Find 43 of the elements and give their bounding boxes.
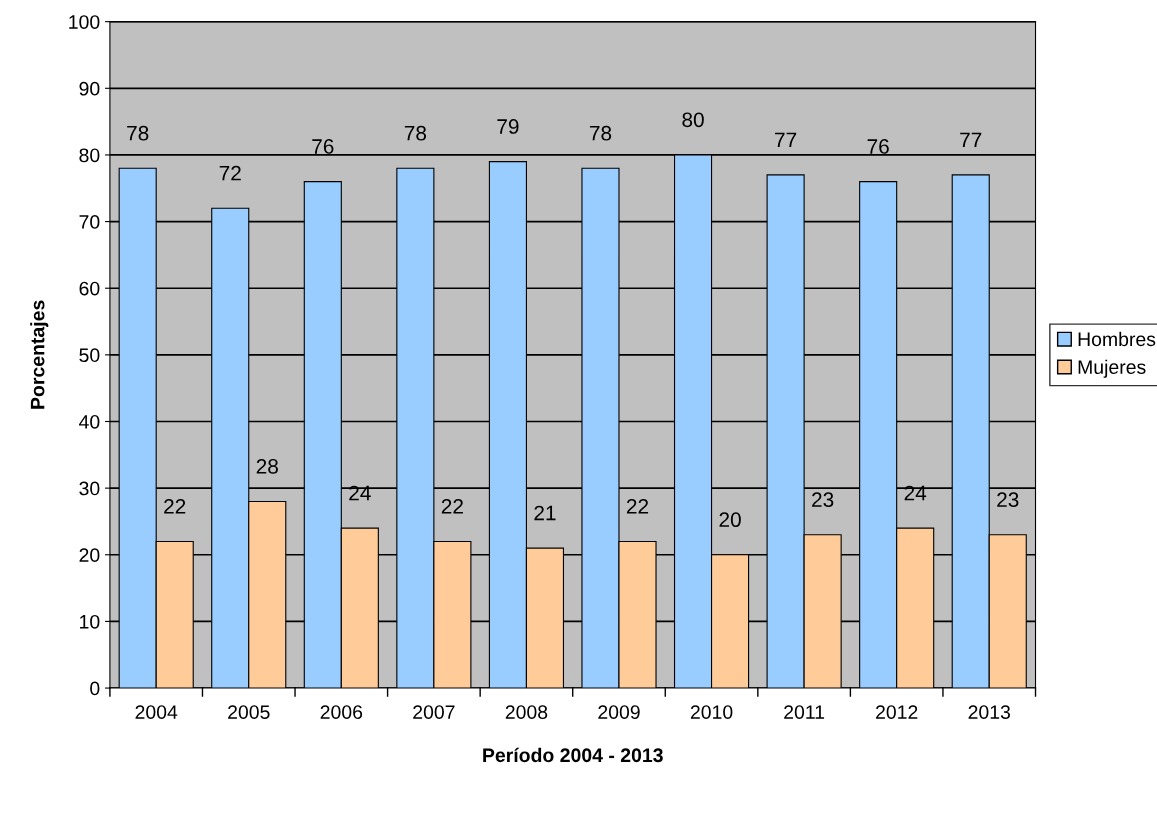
x-tick-label: 2006 <box>320 705 363 720</box>
data-label: 78 <box>404 125 427 141</box>
x-tick-label: 2004 <box>135 705 178 720</box>
data-label: 22 <box>164 498 186 514</box>
y-tick-label: 100 <box>69 15 100 29</box>
data-label: 76 <box>312 139 334 154</box>
x-tick-label: 2010 <box>690 705 733 720</box>
y-axis-title: Porcentajes <box>30 300 49 409</box>
x-tick-label: 2007 <box>413 705 455 720</box>
data-label: 78 <box>127 125 149 141</box>
y-tick-label: 80 <box>79 148 100 163</box>
y-tick-label: 40 <box>79 414 100 429</box>
data-label: 20 <box>719 512 741 528</box>
data-label: 77 <box>775 132 797 147</box>
data-label: 21 <box>534 505 556 521</box>
legend-label: Mujeres <box>1078 359 1146 378</box>
data-label: 77 <box>960 132 982 147</box>
y-tick-label: 10 <box>80 614 100 629</box>
data-label: 22 <box>626 498 649 514</box>
y-tick-label: 30 <box>79 481 100 496</box>
y-tick-label: 70 <box>79 215 100 229</box>
x-tick-label: 2012 <box>876 705 918 720</box>
x-tick-label: 2008 <box>505 705 548 720</box>
legend-label: Hombres <box>1078 331 1156 347</box>
data-label: 72 <box>219 165 241 181</box>
y-tick-label: 60 <box>79 281 100 296</box>
y-tick-label: 20 <box>79 548 100 563</box>
x-tick-label: 2005 <box>228 705 270 720</box>
data-label: 23 <box>812 492 834 508</box>
x-tick-label: 2013 <box>968 705 1011 720</box>
data-label: 28 <box>256 458 278 474</box>
y-tick-label: 0 <box>90 681 100 696</box>
data-label: 22 <box>441 498 463 514</box>
x-axis-title: Período 2004 - 2013 <box>483 747 663 763</box>
x-tick-label: 2009 <box>598 705 640 720</box>
y-tick-label: 90 <box>79 81 100 96</box>
data-label: 78 <box>589 125 612 141</box>
y-tick-label: 50 <box>79 348 100 363</box>
data-label: 80 <box>682 112 704 128</box>
data-label: 76 <box>867 139 889 154</box>
data-label: 79 <box>497 119 519 134</box>
x-tick-label: 2011 <box>784 705 825 720</box>
data-label: 23 <box>997 492 1019 508</box>
